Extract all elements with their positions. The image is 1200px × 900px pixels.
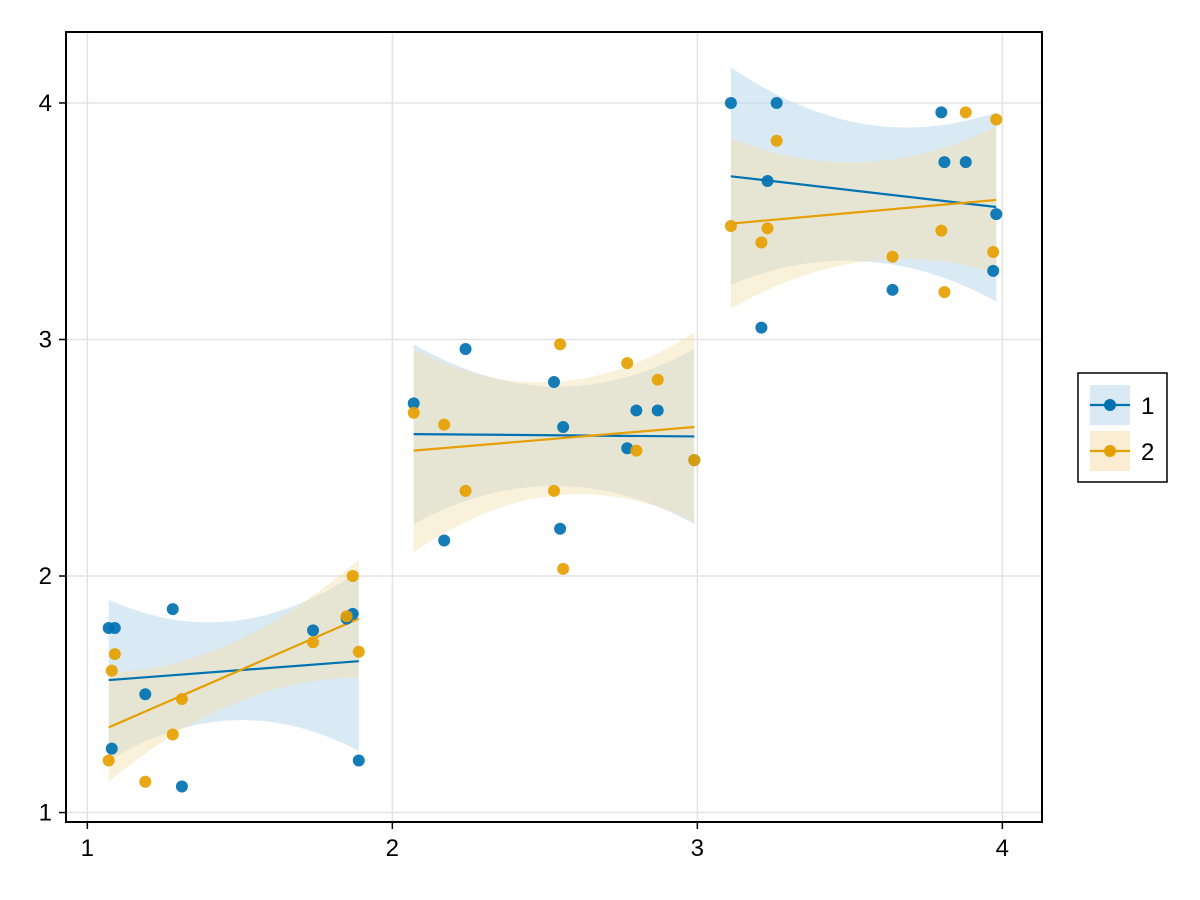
data-point-series-1 bbox=[886, 283, 899, 296]
regression-line-series-2 bbox=[730, 198, 997, 225]
legend-marker bbox=[1104, 399, 1116, 411]
data-point-series-2 bbox=[886, 250, 899, 263]
data-point-series-2 bbox=[621, 357, 634, 370]
legend-label: 1 bbox=[1141, 393, 1154, 420]
data-point-series-2 bbox=[407, 406, 420, 419]
data-point-series-1 bbox=[175, 780, 188, 793]
data-point-series-1 bbox=[938, 156, 951, 169]
data-point-series-1 bbox=[105, 742, 118, 755]
data-point-series-2 bbox=[761, 222, 774, 235]
data-point-series-1 bbox=[438, 534, 451, 547]
data-point-series-2 bbox=[139, 775, 152, 788]
data-point-series-1 bbox=[307, 624, 320, 637]
data-point-series-1 bbox=[459, 342, 472, 355]
data-point-series-2 bbox=[688, 454, 701, 467]
data-point-series-2 bbox=[630, 444, 643, 457]
data-point-series-2 bbox=[938, 286, 951, 299]
regression-lines bbox=[108, 175, 997, 729]
data-point-series-2 bbox=[307, 636, 320, 649]
data-point-series-1 bbox=[352, 754, 365, 767]
data-point-series-2 bbox=[959, 106, 972, 119]
confidence-band-series-1 bbox=[108, 571, 359, 761]
data-point-series-2 bbox=[459, 484, 472, 497]
data-point-series-2 bbox=[175, 693, 188, 706]
confidence-band-series-1 bbox=[413, 344, 695, 524]
legend-entry-1: 1 bbox=[1090, 385, 1154, 425]
y-tick-label: 2 bbox=[39, 563, 52, 590]
regression-line-series-1 bbox=[413, 432, 695, 438]
data-point-series-2 bbox=[352, 645, 365, 658]
data-point-series-1 bbox=[935, 106, 948, 119]
data-point-series-2 bbox=[108, 648, 121, 661]
y-tick-label: 3 bbox=[39, 326, 52, 353]
data-point-series-1 bbox=[557, 421, 570, 433]
data-point-series-2 bbox=[105, 664, 118, 677]
data-point-series-1 bbox=[959, 156, 972, 169]
data-point-series-2 bbox=[651, 373, 664, 386]
data-point-series-1 bbox=[987, 264, 1000, 277]
data-point-series-1 bbox=[630, 404, 643, 417]
x-tick-label: 1 bbox=[81, 835, 94, 862]
data-point-series-2 bbox=[990, 113, 1003, 126]
data-points bbox=[102, 96, 1003, 793]
data-point-series-1 bbox=[139, 688, 152, 701]
data-point-series-2 bbox=[438, 418, 451, 431]
data-point-series-2 bbox=[770, 134, 783, 147]
data-point-series-2 bbox=[755, 236, 768, 249]
grid-lines bbox=[66, 32, 1042, 822]
data-point-series-2 bbox=[340, 610, 353, 623]
data-point-series-2 bbox=[554, 338, 567, 351]
data-point-series-2 bbox=[987, 245, 1000, 258]
legend: 12 bbox=[1077, 372, 1168, 483]
data-point-series-1 bbox=[548, 376, 560, 389]
legend-label: 2 bbox=[1141, 439, 1154, 466]
data-point-series-1 bbox=[724, 96, 737, 109]
confidence-band-series-2 bbox=[730, 126, 997, 309]
regression-line-series-1 bbox=[108, 660, 359, 682]
data-point-series-2 bbox=[935, 224, 948, 237]
confidence-bands bbox=[108, 67, 997, 782]
x-tick-label: 3 bbox=[691, 835, 704, 862]
data-point-series-2 bbox=[166, 728, 179, 741]
data-point-series-1 bbox=[761, 175, 774, 188]
confidence-band-series-1 bbox=[730, 67, 997, 302]
x-tick-label: 4 bbox=[996, 835, 1009, 862]
data-point-series-1 bbox=[990, 208, 1003, 221]
data-point-series-2 bbox=[557, 562, 570, 575]
data-point-series-2 bbox=[346, 570, 359, 583]
axis-ticks: 1 2 3 4 1 2 3 4 bbox=[39, 90, 1009, 862]
legend-marker bbox=[1104, 445, 1116, 457]
data-point-series-1 bbox=[166, 603, 179, 616]
data-point-series-1 bbox=[770, 96, 783, 109]
data-point-series-2 bbox=[548, 484, 560, 497]
legend-entry-2: 2 bbox=[1090, 431, 1154, 471]
regression-line-series-2 bbox=[413, 425, 695, 452]
confidence-band-series-2 bbox=[413, 332, 695, 553]
regression-line-series-2 bbox=[108, 617, 360, 729]
regression-line-series-1 bbox=[730, 175, 997, 209]
data-point-series-2 bbox=[724, 219, 737, 232]
y-tick-label: 4 bbox=[39, 90, 52, 117]
data-point-series-1 bbox=[108, 622, 121, 635]
data-point-series-1 bbox=[554, 522, 567, 535]
y-tick-label: 1 bbox=[39, 800, 52, 827]
data-point-series-1 bbox=[755, 321, 768, 334]
data-point-series-1 bbox=[651, 404, 664, 417]
x-tick-label: 2 bbox=[386, 835, 399, 862]
data-point-series-1 bbox=[621, 442, 634, 455]
data-point-series-2 bbox=[102, 754, 115, 767]
plot-frame bbox=[65, 31, 1043, 823]
data-point-series-1 bbox=[407, 397, 420, 410]
